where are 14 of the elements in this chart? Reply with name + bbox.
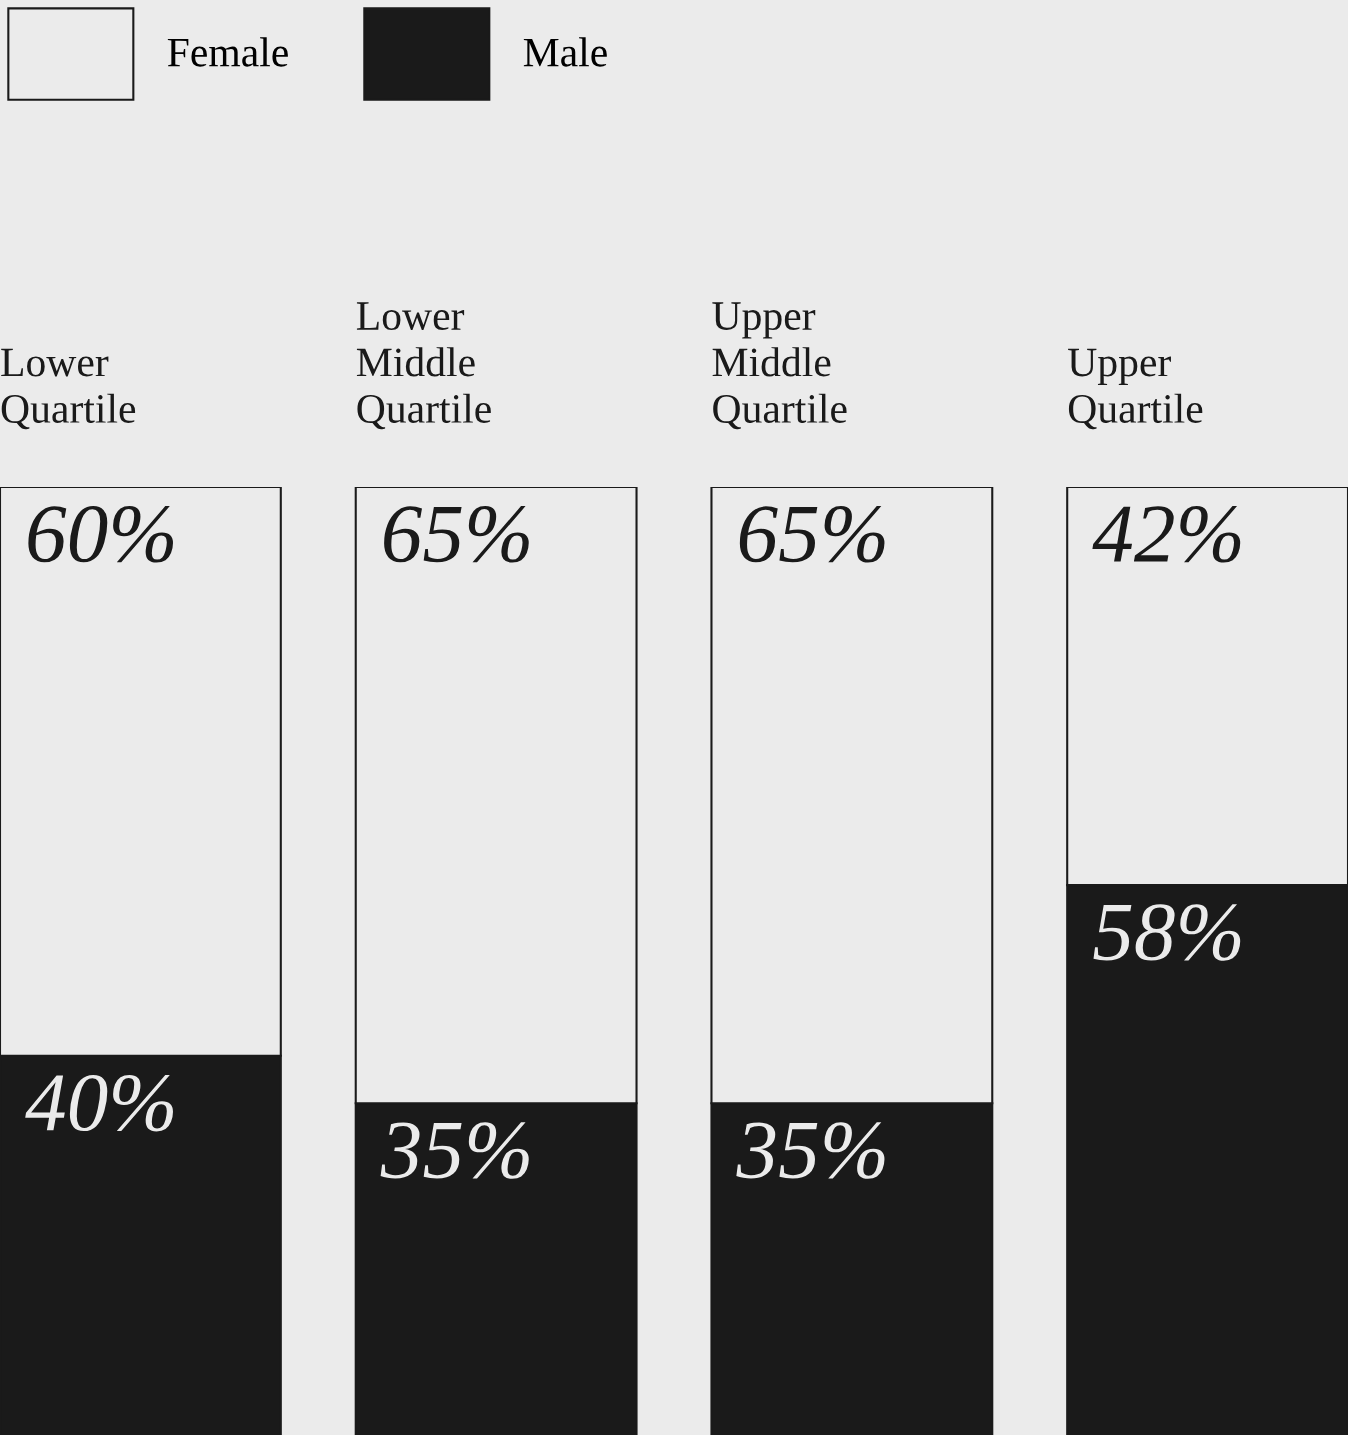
- x-tick-label: Upper Quartile: [1068, 348, 1203, 430]
- legend-label: Female: [167, 37, 288, 67]
- data-label: 60%: [28, 506, 173, 563]
- data-label: 42%: [1092, 506, 1241, 563]
- data-label: 40%: [25, 1074, 173, 1132]
- x-tick-label: Lower Quartile: [1, 348, 136, 430]
- data-label: 65%: [384, 506, 529, 563]
- x-tick-label: Lower Middle Quartile: [356, 302, 491, 430]
- data-label: 35%: [380, 1122, 529, 1179]
- x-tick-label: Upper Middle Quartile: [712, 302, 847, 430]
- data-label: 58%: [1093, 904, 1241, 961]
- legend-label: Male: [523, 37, 607, 67]
- data-label: 65%: [739, 506, 885, 563]
- data-label: 35%: [736, 1122, 885, 1179]
